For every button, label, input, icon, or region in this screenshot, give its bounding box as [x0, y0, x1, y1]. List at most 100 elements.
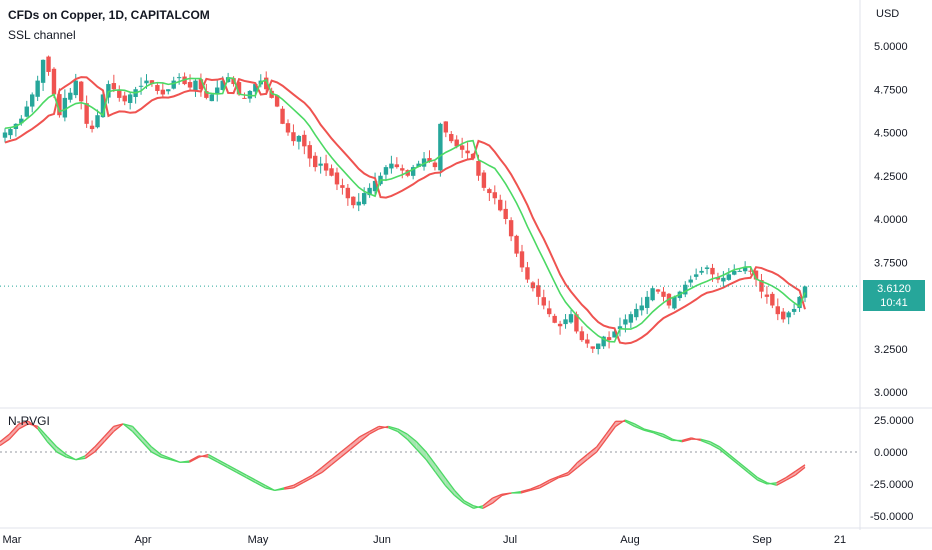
- osc-line-b: [217, 461, 228, 468]
- osc-line-a: [359, 433, 370, 443]
- candle-body: [623, 319, 628, 325]
- candle-body: [742, 267, 748, 272]
- osc-line-b: [189, 455, 200, 462]
- candle-body: [106, 84, 111, 98]
- osc-line-a: [388, 425, 398, 430]
- osc-line-b: [359, 430, 370, 438]
- osc-line-b: [530, 484, 541, 490]
- candle-body: [748, 270, 753, 272]
- candle-body: [710, 267, 715, 275]
- osc-line-b: [208, 456, 219, 463]
- osc-line-b: [312, 466, 323, 476]
- candle-body: [781, 311, 786, 320]
- candle-body: [149, 80, 155, 85]
- osc-line-a: [84, 451, 96, 459]
- candle-body: [650, 288, 655, 301]
- candle-body: [487, 189, 492, 194]
- time-tick-label: Mar: [3, 534, 22, 546]
- candle-body: [35, 80, 40, 97]
- candle-body: [394, 164, 400, 168]
- candle-body: [323, 163, 329, 171]
- time-tick-label: Aug: [620, 534, 640, 546]
- osc-line-a: [151, 446, 162, 456]
- candle-body: [389, 163, 394, 169]
- time-tick-label: May: [248, 534, 269, 546]
- candle-body: [372, 180, 378, 192]
- osc-line-a: [18, 423, 29, 430]
- osc-line-b: [738, 464, 749, 473]
- candle-body: [57, 94, 62, 116]
- candle-body: [590, 346, 595, 349]
- osc-line-b: [160, 456, 171, 461]
- candle-body: [155, 85, 160, 91]
- candle-body: [8, 129, 13, 136]
- osc-line-b: [539, 479, 550, 486]
- candle-body: [291, 132, 296, 142]
- candle-body: [361, 193, 367, 205]
- candle-body: [775, 306, 780, 315]
- candle-body: [498, 199, 503, 211]
- candle-body: [193, 80, 198, 91]
- candle-body: [19, 118, 24, 124]
- osc-fill-segment: [606, 421, 616, 440]
- osc-line-a: [236, 469, 247, 476]
- osc-line-b: [350, 436, 361, 445]
- osc-fill-segment: [577, 454, 588, 468]
- osc-line-b: [331, 451, 342, 461]
- candle-body: [459, 145, 465, 150]
- osc-line-b: [265, 487, 275, 492]
- indicator-label-ssl[interactable]: SSL channel: [8, 28, 76, 42]
- candle-body: [563, 319, 568, 325]
- osc-line-b: [18, 420, 29, 425]
- osc-line-a: [103, 431, 115, 443]
- osc-line-a: [757, 477, 768, 484]
- candle-body: [683, 284, 688, 295]
- osc-line-b: [274, 487, 285, 492]
- osc-line-a: [312, 471, 323, 479]
- candle-body: [552, 315, 557, 323]
- osc-line-a: [397, 428, 408, 435]
- candle-body: [503, 208, 508, 219]
- osc-line-b: [624, 420, 635, 427]
- osc-line-a: [245, 474, 257, 481]
- candle-body: [231, 78, 236, 85]
- candle-body: [40, 59, 46, 83]
- osc-line-a: [141, 436, 153, 448]
- candle-body: [356, 201, 361, 206]
- osc-line-b: [454, 495, 465, 504]
- candle-body: [367, 187, 372, 196]
- candle-body: [416, 163, 421, 168]
- indicator-label-rvgi[interactable]: N-RVGI: [8, 414, 50, 428]
- osc-line-b: [378, 425, 389, 429]
- osc-line-b: [728, 456, 740, 466]
- candle-body: [693, 274, 699, 277]
- osc-line-b: [255, 482, 266, 489]
- candle-body: [802, 286, 808, 298]
- osc-line-b: [596, 433, 607, 448]
- osc-line-a: [539, 482, 550, 489]
- candle-body: [759, 280, 764, 292]
- candle-body: [661, 291, 666, 297]
- candle-body: [525, 267, 530, 280]
- osc-line-a: [776, 479, 787, 486]
- candle-body: [253, 84, 258, 92]
- osc-tick-label: -50.0000: [870, 511, 913, 523]
- candle-body: [46, 56, 51, 72]
- candle-body: [307, 145, 312, 159]
- candle-body: [127, 94, 133, 103]
- osc-line-b: [8, 423, 20, 435]
- osc-line-a: [463, 500, 474, 507]
- osc-line-a: [302, 477, 313, 484]
- time-tick-label: Sep: [752, 534, 772, 546]
- candle-body: [601, 336, 606, 347]
- candle-body: [296, 135, 302, 142]
- osc-line-b: [122, 423, 133, 433]
- last-price-value: 3.6120: [877, 283, 911, 295]
- candle-body: [715, 277, 721, 280]
- osc-line-b: [0, 433, 10, 443]
- candle-body: [24, 106, 29, 117]
- osc-line-b: [416, 448, 427, 461]
- osc-line-b: [94, 436, 105, 448]
- last-price-tag: 3.6120 10:41: [863, 280, 925, 311]
